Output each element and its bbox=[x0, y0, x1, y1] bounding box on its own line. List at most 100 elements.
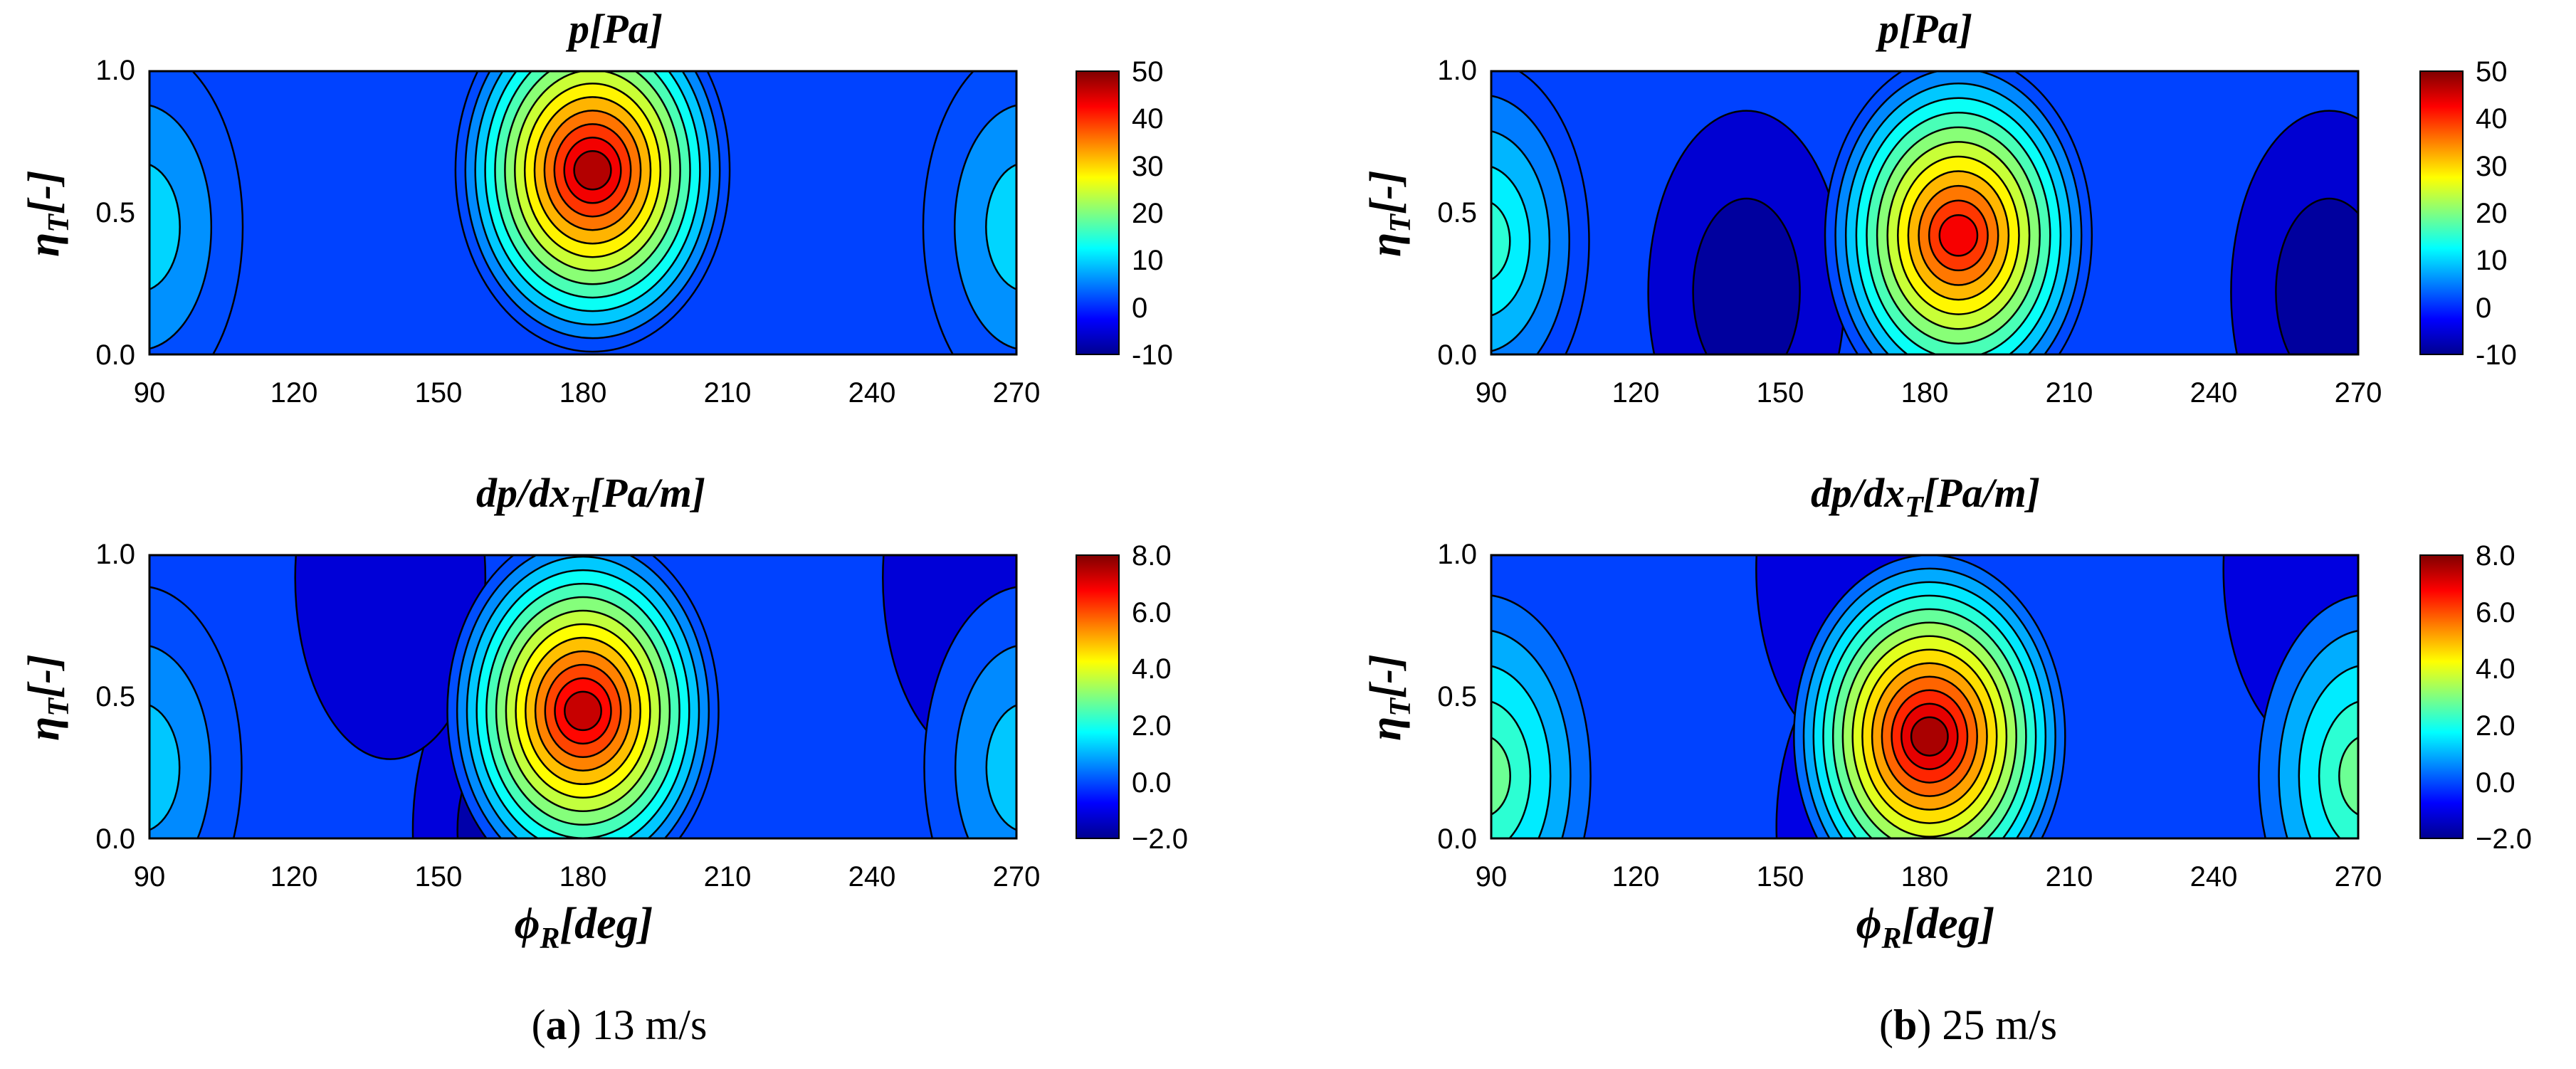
colorbar-tick: 2.0 bbox=[1132, 710, 1172, 742]
x-axis: 90 120 150 180 210 240 270 bbox=[134, 377, 1041, 409]
contour-level bbox=[1692, 197, 1801, 354]
gradient-panel-13ms: dp/dxT[Pa/m] 1.0 0.5 0.0 90 120 150 180 … bbox=[20, 470, 1188, 955]
x-tick-label: 90 bbox=[1476, 861, 1508, 892]
panel-title: dp/dxT[Pa/m] bbox=[476, 470, 705, 524]
x-tick-label: 90 bbox=[1476, 377, 1508, 409]
y-axis: 1.0 0.5 0.0 bbox=[1437, 539, 1477, 855]
y-tick-label: 0.5 bbox=[1437, 197, 1477, 228]
contour-level bbox=[985, 163, 1016, 290]
colorbar-tick: −2.0 bbox=[1132, 823, 1188, 855]
colorbar: -10 0 10 20 30 40 50 bbox=[1076, 56, 1173, 371]
x-tick-label: 180 bbox=[559, 377, 607, 409]
x-tick-label: 270 bbox=[2335, 377, 2382, 409]
y-tick-label: 1.0 bbox=[95, 55, 135, 86]
colorbar: −2.0 0.0 2.0 4.0 6.0 8.0 bbox=[1076, 540, 1188, 855]
contour-plot-area bbox=[1491, 71, 2358, 354]
x-axis-label: ϕR[deg] bbox=[515, 900, 653, 955]
colorbar-tick: 4.0 bbox=[2476, 653, 2515, 685]
x-axis: 90 120 150 180 210 240 270 bbox=[134, 861, 1041, 892]
x-tick-label: 270 bbox=[2335, 861, 2382, 892]
contour-level bbox=[149, 163, 181, 290]
x-tick-label: 120 bbox=[270, 861, 318, 892]
colorbar-tick: 6.0 bbox=[1132, 597, 1172, 628]
colorbar-tick: 10 bbox=[2476, 245, 2508, 276]
plot-frame bbox=[1490, 70, 2360, 356]
x-tick-label: 120 bbox=[1612, 377, 1660, 409]
x-tick-label: 180 bbox=[1901, 861, 1949, 892]
y-axis-label: ηT[-] bbox=[1362, 654, 1417, 741]
x-tick-label: 270 bbox=[993, 861, 1041, 892]
y-tick-label: 1.0 bbox=[1437, 55, 1477, 86]
colorbar-tick: 6.0 bbox=[2476, 597, 2515, 628]
y-tick-label: 0.0 bbox=[95, 823, 135, 855]
colorbar-tick: 0 bbox=[2476, 293, 2491, 324]
y-tick-label: 0.0 bbox=[1437, 823, 1477, 855]
colorbar: -10 0 10 20 30 40 50 bbox=[2419, 56, 2517, 371]
colorbar-tick: 0.0 bbox=[1132, 767, 1172, 799]
colorbar-tick: −2.0 bbox=[2476, 823, 2532, 855]
x-tick-label: 210 bbox=[704, 377, 752, 409]
colorbar-tick: 50 bbox=[1132, 56, 1164, 88]
contour-level bbox=[1491, 736, 1511, 816]
colorbar-gradient bbox=[2419, 554, 2464, 839]
colorbar-gradient bbox=[2419, 70, 2464, 355]
x-tick-label: 210 bbox=[704, 861, 752, 892]
contour-plot-area bbox=[149, 71, 1016, 354]
contour-plot-area bbox=[1491, 555, 2358, 838]
colorbar-tick: 0.0 bbox=[2476, 767, 2515, 799]
panel-title: p[Pa] bbox=[1875, 6, 1972, 52]
colorbar-tick: 40 bbox=[1132, 103, 1164, 135]
contour-level bbox=[564, 690, 602, 732]
colorbar: −2.0 0.0 2.0 4.0 6.0 8.0 bbox=[2419, 540, 2532, 855]
colorbar-tick: 30 bbox=[1132, 151, 1164, 182]
panel-title: p[Pa] bbox=[565, 6, 663, 52]
x-tick-label: 150 bbox=[415, 377, 463, 409]
contour-level bbox=[149, 704, 181, 831]
contour-level bbox=[985, 704, 1016, 831]
panel-title: dp/dxT[Pa/m] bbox=[1811, 470, 2040, 524]
y-tick-label: 0.0 bbox=[95, 339, 135, 371]
colorbar-tick: 50 bbox=[2476, 56, 2508, 88]
colorbar-tick: 8.0 bbox=[1132, 540, 1172, 572]
colorbar-tick: 20 bbox=[1132, 198, 1164, 229]
colorbar-tick: 30 bbox=[2476, 151, 2508, 182]
x-tick-label: 270 bbox=[993, 377, 1041, 409]
plot-frame bbox=[148, 70, 1018, 356]
gradient-panel-25ms: dp/dxT[Pa/m] 1.0 0.5 0.0 90 120 150 180 … bbox=[1362, 470, 2532, 955]
x-tick-label: 240 bbox=[2190, 861, 2238, 892]
contour-level bbox=[1491, 201, 1511, 281]
x-tick-label: 150 bbox=[1757, 377, 1804, 409]
x-tick-label: 90 bbox=[134, 377, 166, 409]
y-axis: 1.0 0.5 0.0 bbox=[1437, 55, 1477, 371]
x-tick-label: 180 bbox=[1901, 377, 1949, 409]
colorbar-tick: 40 bbox=[2476, 103, 2508, 135]
plot-frame bbox=[148, 554, 1018, 840]
y-tick-label: 0.0 bbox=[1437, 339, 1477, 371]
x-axis-label: ϕR[deg] bbox=[1856, 900, 1995, 955]
colorbar-tick: 2.0 bbox=[2476, 710, 2515, 742]
y-axis-label: ηT[-] bbox=[20, 654, 75, 741]
colorbar-gradient bbox=[1076, 554, 1120, 839]
x-axis: 90 120 150 180 210 240 270 bbox=[1476, 861, 2382, 892]
x-tick-label: 180 bbox=[559, 861, 607, 892]
colorbar-tick: 10 bbox=[1132, 245, 1164, 276]
y-tick-label: 1.0 bbox=[95, 539, 135, 570]
x-tick-label: 240 bbox=[2190, 377, 2238, 409]
caption-a: (a) 13 m/s bbox=[532, 1001, 708, 1048]
plot-frame bbox=[1490, 554, 2360, 840]
contour-level bbox=[1938, 214, 1979, 257]
colorbar-tick: 8.0 bbox=[2476, 540, 2515, 572]
y-tick-label: 0.5 bbox=[1437, 681, 1477, 712]
contour-level bbox=[2275, 197, 2358, 354]
colorbar-tick: -10 bbox=[1132, 339, 1173, 371]
colorbar-gradient bbox=[1076, 70, 1120, 355]
contour-level bbox=[2338, 736, 2358, 816]
contour-level bbox=[149, 104, 213, 350]
x-tick-label: 120 bbox=[1612, 861, 1660, 892]
colorbar-tick: 20 bbox=[2476, 198, 2508, 229]
x-tick-label: 210 bbox=[2046, 377, 2093, 409]
contour-level bbox=[1491, 165, 1531, 317]
x-tick-label: 240 bbox=[848, 861, 896, 892]
colorbar-tick: 0 bbox=[1132, 293, 1147, 324]
pressure-panel-25ms: p[Pa] 1.0 0.5 0.0 90 120 150 180 210 240… bbox=[1362, 6, 2517, 409]
